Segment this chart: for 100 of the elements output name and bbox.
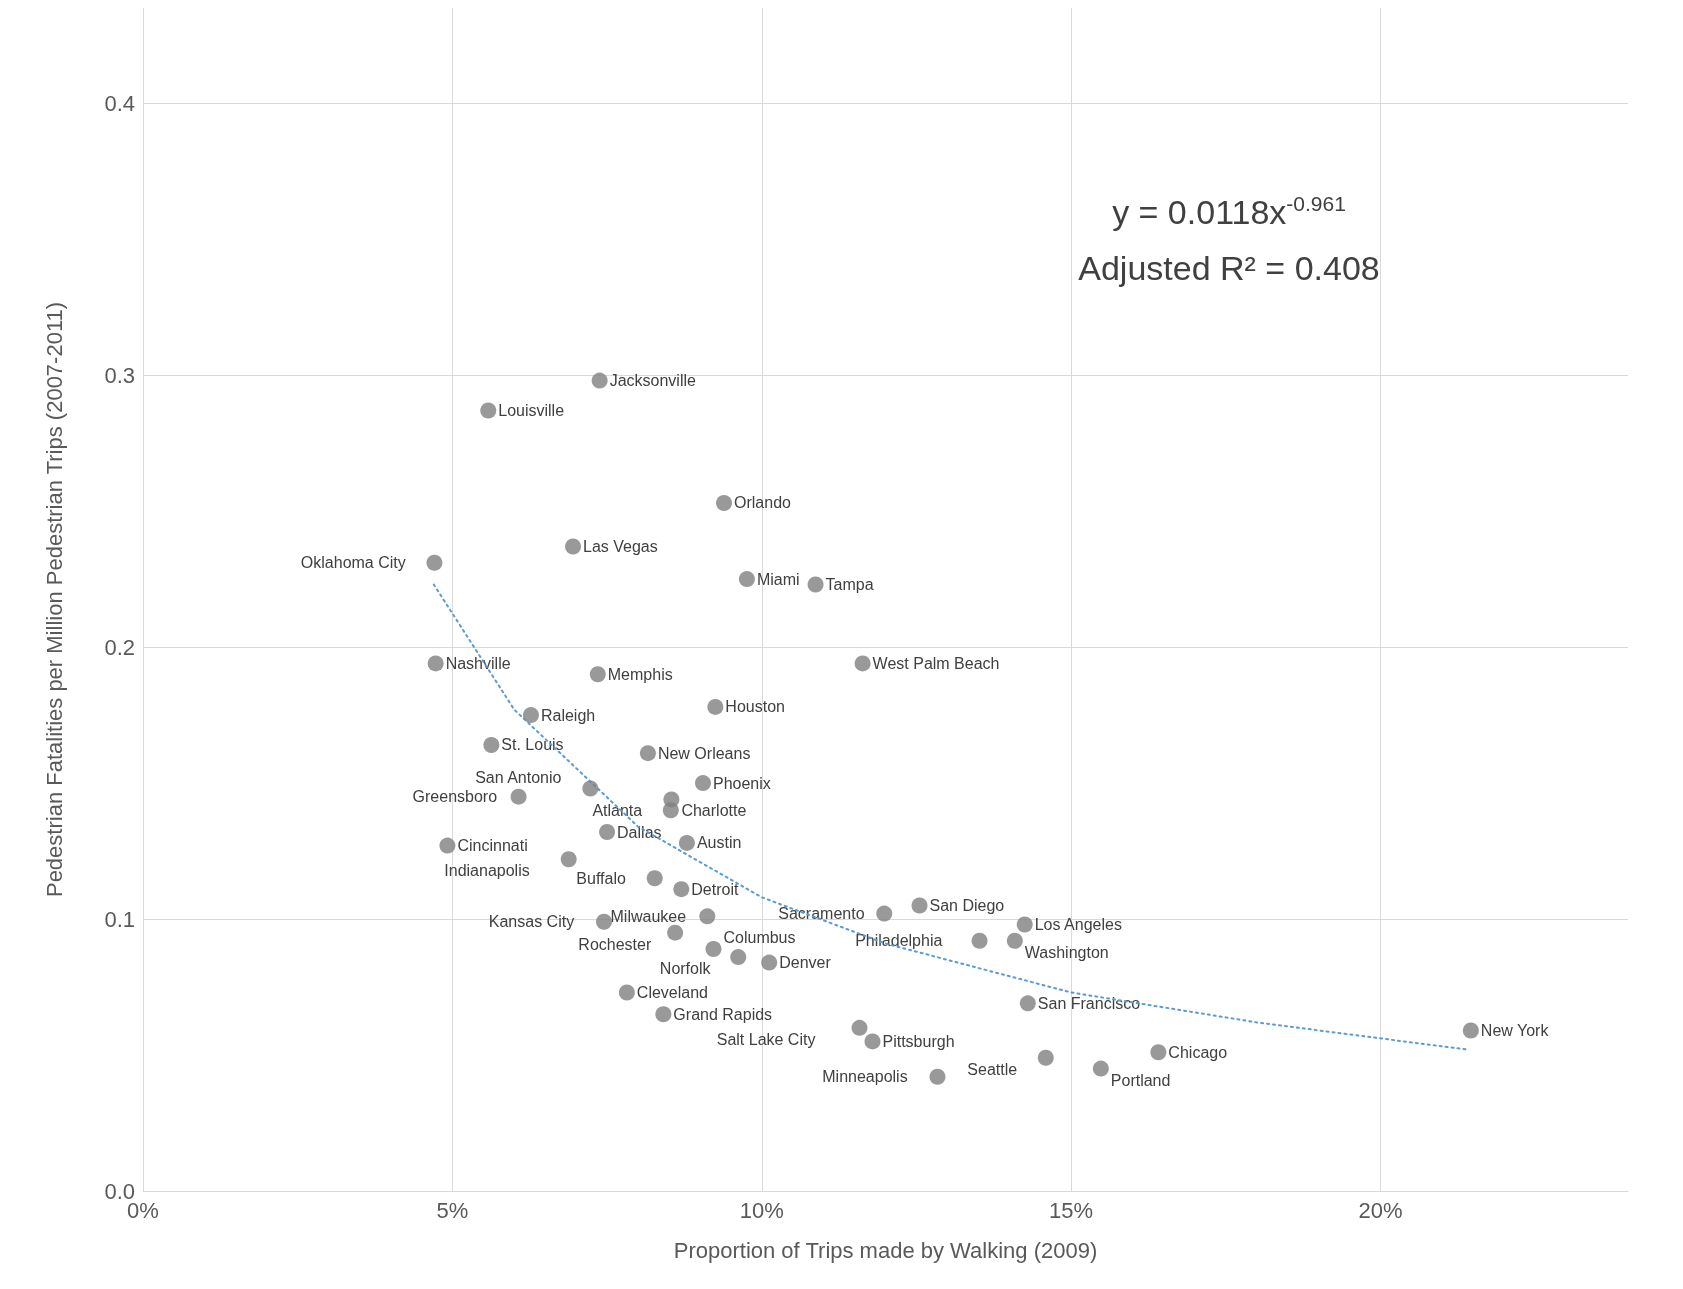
annotation: San Francisco [1037, 994, 1141, 1012]
point [929, 1068, 946, 1085]
annotation: Chicago [1168, 1043, 1228, 1061]
y-axis-title: Pedestrian Fatalities per Million Pedestrian Trips (2007-2011) [41, 301, 67, 898]
point [589, 666, 606, 683]
annotation: Tampa [825, 576, 874, 594]
annotation: Oklahoma City [300, 554, 406, 572]
point [662, 802, 679, 819]
point [483, 737, 500, 753]
annotation: Raleigh [540, 706, 596, 724]
y-tick-label: 0.2 [104, 634, 135, 660]
annotation: New York [1480, 1022, 1550, 1040]
annotation: Indianapolis [444, 862, 530, 880]
annotation: Charlotte [681, 802, 747, 820]
point [591, 372, 608, 389]
point [595, 913, 612, 930]
point [599, 824, 616, 841]
x-tick-label: 15% [1049, 1197, 1094, 1223]
point [694, 775, 711, 792]
point [1016, 916, 1033, 933]
point [911, 897, 928, 914]
annotation: San Antonio [475, 768, 562, 786]
point [854, 655, 871, 672]
annotation: Cleveland [636, 983, 709, 1001]
point [851, 1019, 868, 1036]
point [678, 834, 695, 851]
point [655, 1006, 672, 1023]
annotation: Louisville [498, 401, 565, 419]
annotation: Phoenix [712, 774, 771, 792]
annotation: Nashville [445, 654, 511, 672]
annotation: Las Vegas [583, 537, 658, 555]
point [480, 402, 497, 419]
y-tick-label: 0.0 [104, 1178, 135, 1204]
point [730, 949, 747, 966]
point [971, 932, 988, 949]
point [738, 571, 755, 588]
point [582, 780, 599, 797]
point [427, 655, 444, 672]
annotation: Milwaukee [610, 907, 687, 925]
x-axis-title: Proportion of Trips made by Walking (2009) [673, 1237, 1098, 1263]
annotation: Austin [696, 834, 742, 852]
annotation: Atlanta [592, 801, 643, 819]
annotation: West Palm Beach [872, 654, 1000, 672]
point [876, 905, 893, 922]
x-tick-label: 20% [1358, 1197, 1403, 1223]
point [1006, 932, 1023, 949]
point [426, 554, 443, 571]
point [1037, 1049, 1054, 1066]
annotation: Pittsburgh [882, 1032, 955, 1050]
point [699, 908, 716, 925]
point [522, 707, 539, 724]
point [716, 494, 733, 511]
annotation: Adjusted R² = 0.408 [1078, 249, 1380, 287]
point [807, 576, 824, 593]
point [667, 924, 684, 941]
annotation: Jacksonville [609, 372, 696, 390]
annotation: Houston [725, 698, 785, 716]
point [761, 954, 778, 971]
annotation: Seattle [967, 1060, 1018, 1078]
annotation: Los Angeles [1034, 915, 1122, 933]
annotation: Rochester [578, 935, 652, 953]
annotation: Detroit [691, 880, 739, 898]
point [864, 1033, 881, 1050]
point [673, 881, 690, 898]
point [707, 698, 724, 715]
annotation: Miami [756, 570, 800, 588]
annotation: Washington [1024, 943, 1109, 961]
y-tick-label: 0.3 [104, 362, 135, 388]
point [705, 940, 722, 957]
y-tick-label: 0.4 [104, 90, 135, 116]
annotation: Norfolk [659, 960, 712, 978]
annotation: Minneapolis [822, 1068, 908, 1086]
annotation: St. Louis [501, 736, 564, 754]
point [439, 837, 456, 854]
x-tick-label: 5% [436, 1197, 469, 1223]
point [646, 870, 663, 887]
point [618, 984, 635, 1001]
annotation: New Orleans [657, 744, 751, 762]
point [1092, 1060, 1109, 1077]
annotation: Greensboro [412, 788, 498, 806]
point [1462, 1022, 1479, 1039]
point [1019, 995, 1036, 1012]
point [560, 851, 577, 868]
point [639, 745, 656, 762]
annotation: Portland [1110, 1071, 1171, 1089]
annotation: Denver [779, 954, 832, 972]
point [1150, 1044, 1167, 1061]
annotation: Cincinnati [457, 837, 528, 855]
annotation: Columbus [723, 928, 796, 946]
annotation: Kansas City [488, 913, 575, 931]
point [565, 538, 582, 555]
x-tick-label: 10% [739, 1197, 784, 1223]
annotation: Salt Lake City [716, 1030, 816, 1048]
annotation: San Diego [929, 896, 1005, 914]
y-tick-label: 0.1 [104, 906, 135, 932]
annotation: Buffalo [576, 869, 626, 887]
annotation: Grand Rapids [673, 1005, 773, 1023]
point [510, 788, 527, 805]
annotation: Orlando [734, 494, 792, 512]
annotation: Memphis [607, 665, 673, 683]
